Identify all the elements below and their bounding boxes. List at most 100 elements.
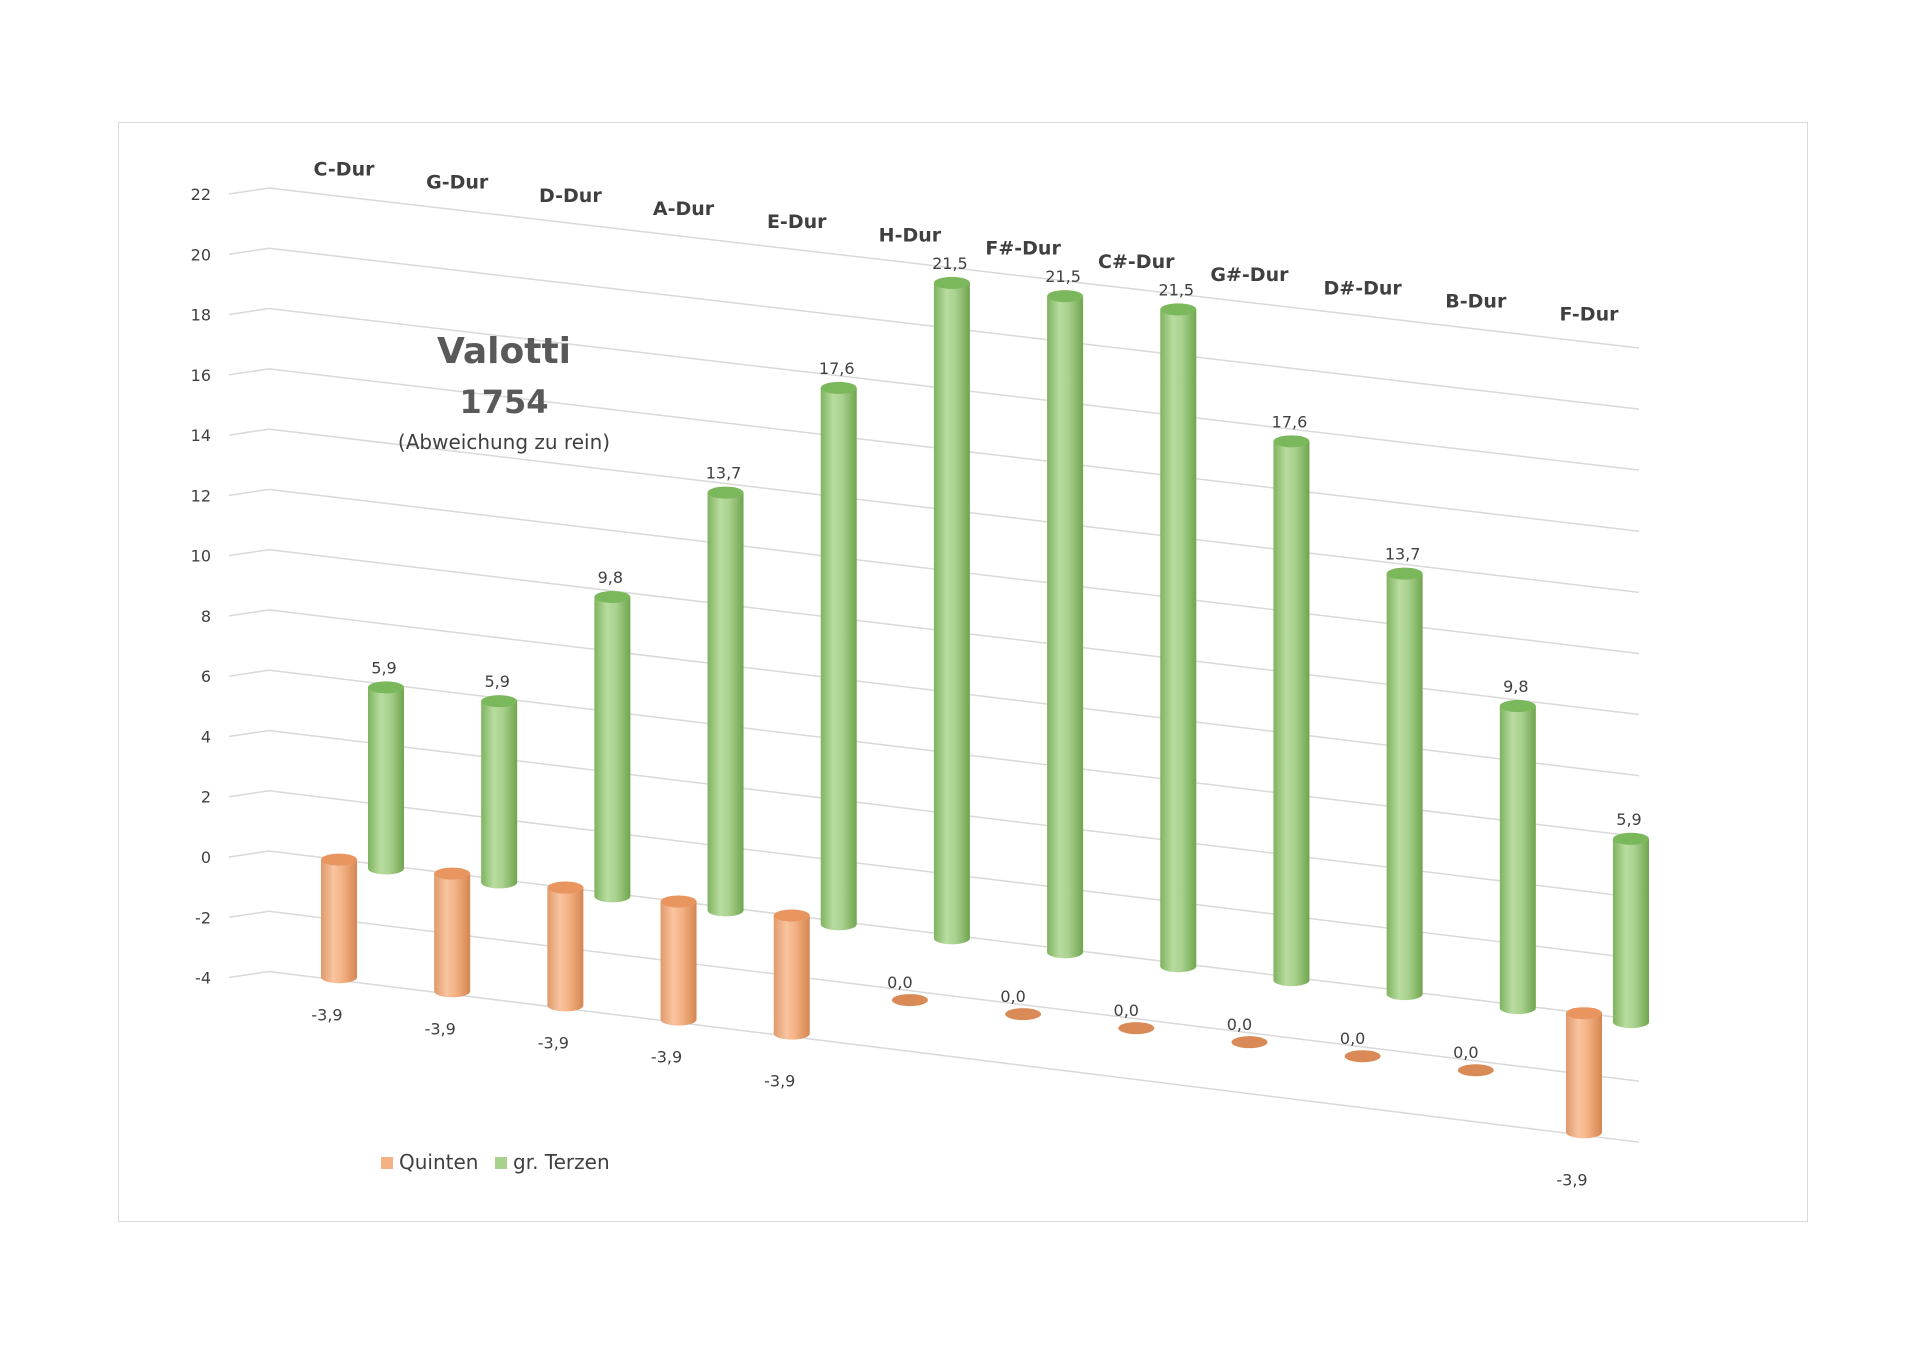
gridline-stub xyxy=(228,729,270,738)
category-labels: C-Dur G-Dur D-Dur A-Dur E-Dur H-Dur F#-Dur C#-D… xyxy=(314,158,1620,325)
y-tick-label: -4 xyxy=(195,969,211,988)
chart-subtitle: 1754 xyxy=(459,383,548,421)
bar-terzen-cap xyxy=(1386,567,1423,580)
data-label-quinten: 0,0 xyxy=(1000,987,1025,1006)
y-tick-label: 14 xyxy=(191,426,211,445)
bar-terzen-body xyxy=(1273,441,1310,987)
category-label: G-Dur xyxy=(426,172,489,194)
bar-quinten xyxy=(1231,1036,1268,1049)
legend: Quinten gr. Terzen xyxy=(381,1150,610,1174)
data-labels: 5,9 -3,9 5,9 -3,9 9,8 -3,9 13,7 -3,9 17,6 -3,9 21,… xyxy=(311,254,1641,1189)
bar-terzen-body xyxy=(1386,573,1423,1001)
legend-swatch-terzen xyxy=(495,1157,507,1169)
gridline-stub xyxy=(228,669,270,677)
bar-terzen-cap xyxy=(1047,290,1084,303)
bar-quinten-body xyxy=(660,901,697,1026)
bar-quinten xyxy=(321,853,357,984)
chart-title: Valotti xyxy=(437,331,571,372)
category-label: F#-Dur xyxy=(985,238,1061,260)
y-tick-label: 6 xyxy=(201,667,211,686)
category-label: A-Dur xyxy=(653,198,715,220)
category-label: D-Dur xyxy=(539,185,602,207)
category-label: F-Dur xyxy=(1560,304,1620,326)
bar-quinten-cap xyxy=(434,867,471,880)
bar-terzen xyxy=(1273,435,1310,987)
bar-terzen-cap xyxy=(933,276,970,289)
data-label-terzen: 21,5 xyxy=(1158,280,1194,299)
bar-terzen-body xyxy=(1613,838,1649,1029)
chart-note: (Abweichung zu rein) xyxy=(398,430,610,454)
legend-swatch-quinten xyxy=(381,1157,393,1169)
legend-label-terzen: gr. Terzen xyxy=(513,1150,610,1174)
data-label-terzen: 21,5 xyxy=(932,254,968,273)
y-tick-label: 10 xyxy=(191,547,211,566)
bar-terzen-body xyxy=(1160,309,1197,973)
data-label-quinten: 0,0 xyxy=(887,973,912,992)
bar-quinten-body xyxy=(773,915,810,1040)
category-label: G#-Dur xyxy=(1210,264,1289,286)
bar-quinten-body xyxy=(321,859,357,984)
gridline-stub xyxy=(228,910,270,919)
y-tick-label: 2 xyxy=(201,788,211,807)
bar-quinten xyxy=(891,994,928,1007)
gridline-stub xyxy=(228,247,270,256)
data-label-terzen: 9,8 xyxy=(1503,677,1528,696)
y-tick-label: 0 xyxy=(201,848,211,867)
data-label-quinten: 0,0 xyxy=(1340,1029,1365,1048)
bar-terzen-cap xyxy=(820,381,857,394)
bar-terzen xyxy=(707,486,744,917)
data-label-terzen: 21,5 xyxy=(1045,267,1081,286)
data-label-quinten: -3,9 xyxy=(651,1048,682,1067)
bar-terzen xyxy=(481,695,518,889)
data-label-quinten: 0,0 xyxy=(1114,1001,1139,1020)
bar-terzen xyxy=(933,276,970,945)
bar-terzen xyxy=(1047,290,1084,959)
bar-quinten-cap xyxy=(773,909,810,922)
bar-terzen-body xyxy=(820,387,857,931)
y-tick-label: 18 xyxy=(191,306,211,325)
bar-quinten xyxy=(1005,1008,1042,1021)
bar-terzen-body xyxy=(1499,706,1536,1015)
bar-terzen-cap xyxy=(1160,303,1197,316)
legend-label-quinten: Quinten xyxy=(399,1150,478,1174)
bar-quinten-cap xyxy=(660,895,697,908)
gridline xyxy=(268,970,1640,1143)
bar-terzen-cap xyxy=(481,695,518,708)
gridline-stub xyxy=(228,488,270,497)
gridline xyxy=(268,910,1640,1082)
bar-terzen-cap xyxy=(1613,832,1649,845)
data-label-terzen: 13,7 xyxy=(706,464,742,483)
y-tick-label: 12 xyxy=(191,486,211,505)
data-label-quinten: 0,0 xyxy=(1227,1015,1252,1034)
bar-terzen-cap xyxy=(707,486,744,499)
data-label-terzen: 13,7 xyxy=(1385,545,1421,564)
bar-terzen xyxy=(594,591,631,903)
gridline-stub xyxy=(228,970,270,979)
data-label-quinten: -3,9 xyxy=(425,1019,456,1038)
bar-quinten-body xyxy=(434,873,471,998)
bar-terzen xyxy=(1499,700,1536,1015)
bar-terzen xyxy=(1613,832,1649,1029)
category-label: H-Dur xyxy=(879,224,942,246)
bar-terzen-body xyxy=(594,597,631,903)
gridline-stub xyxy=(228,428,270,436)
bar-terzen xyxy=(368,681,404,875)
bar-terzen-body xyxy=(933,282,970,945)
gridline-stub xyxy=(228,307,270,316)
bar-terzen xyxy=(820,381,857,931)
bar-quinten-body xyxy=(1566,1013,1602,1139)
gridline-stub xyxy=(228,850,270,858)
data-label-quinten: -3,9 xyxy=(311,1005,342,1024)
bar-quinten-body xyxy=(547,887,584,1012)
data-label-quinten: -3,9 xyxy=(764,1072,795,1091)
bar-quinten-cap xyxy=(321,853,357,866)
gridline-stub xyxy=(228,789,270,798)
data-label-terzen: 5,9 xyxy=(371,658,396,677)
bar-quinten-cap xyxy=(547,881,584,894)
category-label: B-Dur xyxy=(1445,291,1507,313)
category-label: C-Dur xyxy=(314,158,376,180)
data-label-terzen: 9,8 xyxy=(598,568,623,587)
y-tick-label: 8 xyxy=(201,607,211,626)
